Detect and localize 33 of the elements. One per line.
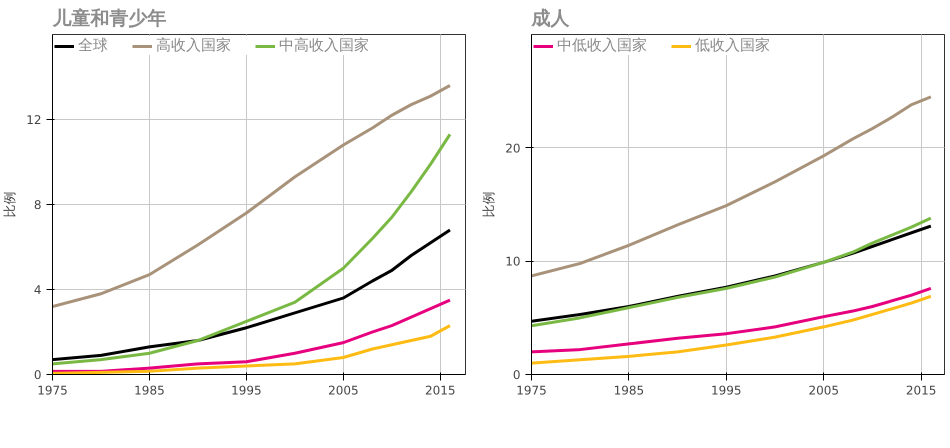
legend-label: 全球 xyxy=(78,36,108,55)
y-tick-label: 0 xyxy=(34,368,42,382)
legend-label: 中高收入国家 xyxy=(279,36,369,55)
y-tick-label: 10 xyxy=(505,254,521,269)
y-axis-title: 比例 xyxy=(482,192,498,218)
line-series xyxy=(532,95,932,278)
x-tick-label: 1985 xyxy=(134,384,165,398)
y-tick-label: 20 xyxy=(505,141,521,156)
line-series xyxy=(52,84,452,308)
x-tick-label: 2005 xyxy=(808,384,839,398)
x-tick-label: 1975 xyxy=(516,384,547,398)
line-series xyxy=(532,286,932,354)
x-tick-label: 2015 xyxy=(906,384,936,398)
line-series xyxy=(52,324,452,374)
x-tick-label: 1995 xyxy=(231,384,262,398)
y-tick-label: 12 xyxy=(26,113,42,127)
y-axis-title: 比例 xyxy=(3,192,18,218)
x-tick-label: 2005 xyxy=(328,384,359,398)
chart-title: 成人 xyxy=(530,8,570,30)
y-tick-label: 4 xyxy=(34,283,42,297)
legend-label: 中低收入国家 xyxy=(557,36,647,55)
x-tick-label: 1985 xyxy=(614,384,644,398)
legend-label: 低收入国家 xyxy=(695,36,770,55)
legend-label: 高收入国家 xyxy=(156,36,231,55)
x-tick-label: 2015 xyxy=(425,384,456,398)
x-tick-label: 1975 xyxy=(37,384,68,398)
y-tick-label: 8 xyxy=(34,198,42,212)
line-series xyxy=(532,294,932,365)
line-series xyxy=(52,298,452,373)
y-tick-label: 0 xyxy=(512,368,521,382)
x-tick-label: 1995 xyxy=(711,384,742,398)
line-series xyxy=(52,132,452,366)
chart-title: 儿童和青少年 xyxy=(52,8,166,30)
